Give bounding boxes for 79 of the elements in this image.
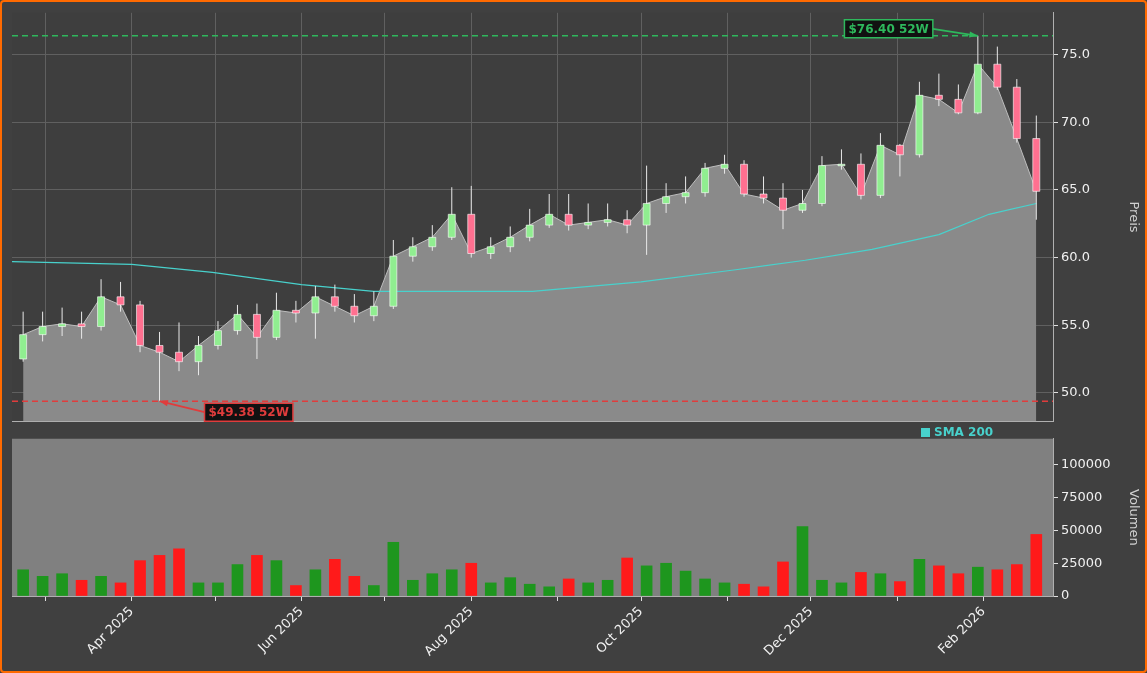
bar: [523, 583, 536, 596]
y-tick-label: 65.0: [1061, 181, 1090, 197]
bar: [855, 572, 867, 596]
bar: [114, 582, 127, 596]
candlestick: [545, 193, 553, 229]
y-tick-label: 25000: [1061, 554, 1103, 570]
annotation: $76.40 52W: [848, 21, 929, 36]
bar: [95, 576, 107, 596]
bar: [777, 561, 789, 596]
bar: [894, 581, 906, 596]
bar: [640, 565, 653, 596]
bar: [991, 569, 1004, 596]
bar: [582, 582, 594, 596]
candlestick: [214, 320, 222, 351]
candlestick: [331, 284, 339, 313]
bar: [562, 578, 575, 596]
bar: [679, 570, 692, 596]
bar: [796, 526, 809, 596]
y-axis-title: Preis: [1126, 201, 1142, 233]
y-tick-label: 75.0: [1061, 46, 1090, 62]
bar: [134, 560, 146, 596]
bar: [153, 555, 166, 596]
bar: [36, 576, 49, 596]
y-tick-label: 0: [1061, 587, 1070, 603]
y-tick-label: 75000: [1061, 489, 1103, 505]
bar: [251, 555, 263, 596]
y-tick-label: 70.0: [1061, 113, 1090, 129]
legend-label: SMA 200: [934, 425, 994, 440]
bar: [329, 558, 341, 596]
y-axis-title: Volumen: [1126, 489, 1142, 546]
bar: [933, 565, 945, 596]
bar: [699, 578, 711, 596]
y-tick-label: 100000: [1061, 456, 1111, 472]
y-tick-label: 55.0: [1061, 316, 1090, 332]
bar: [601, 579, 614, 596]
bar: [913, 558, 926, 596]
bar: [56, 573, 68, 596]
bar: [1010, 564, 1023, 596]
bar: [816, 579, 828, 596]
bar: [718, 582, 731, 596]
bar: [368, 585, 380, 596]
y-tick-label: 50000: [1061, 521, 1103, 537]
candlestick: [623, 209, 631, 234]
y-tick-label: 50.0: [1061, 384, 1090, 400]
candlestick: [58, 307, 66, 337]
bar: [835, 582, 848, 596]
bar: [231, 564, 244, 596]
y-tick-label: 60.0: [1061, 248, 1090, 264]
candlestick: [935, 73, 943, 107]
bar: [17, 569, 29, 596]
bar: [738, 583, 750, 596]
bar: [387, 541, 400, 596]
bar: [445, 569, 458, 596]
candlestick: [662, 182, 670, 214]
bar: [75, 579, 88, 596]
bar: [504, 577, 517, 596]
bar: [1030, 534, 1043, 596]
bar: [543, 586, 556, 596]
bar: [406, 579, 419, 596]
annotation: $49.38 52W: [208, 405, 289, 420]
candlestick: [409, 236, 417, 263]
bar: [660, 562, 672, 596]
bar: [348, 576, 361, 596]
bar: [952, 573, 965, 596]
bar: [426, 573, 439, 596]
bar: [270, 560, 283, 596]
candlestick: [253, 303, 261, 360]
bar: [621, 557, 633, 596]
bar: [484, 582, 497, 596]
bar: [173, 548, 185, 596]
bar: [192, 582, 205, 596]
bar: [972, 566, 984, 596]
bar: [757, 586, 770, 596]
bar: [309, 569, 322, 596]
bar: [212, 582, 224, 596]
bar: [465, 562, 478, 596]
bar: [874, 573, 887, 596]
bar: [290, 585, 302, 596]
candlestick: [584, 202, 592, 230]
